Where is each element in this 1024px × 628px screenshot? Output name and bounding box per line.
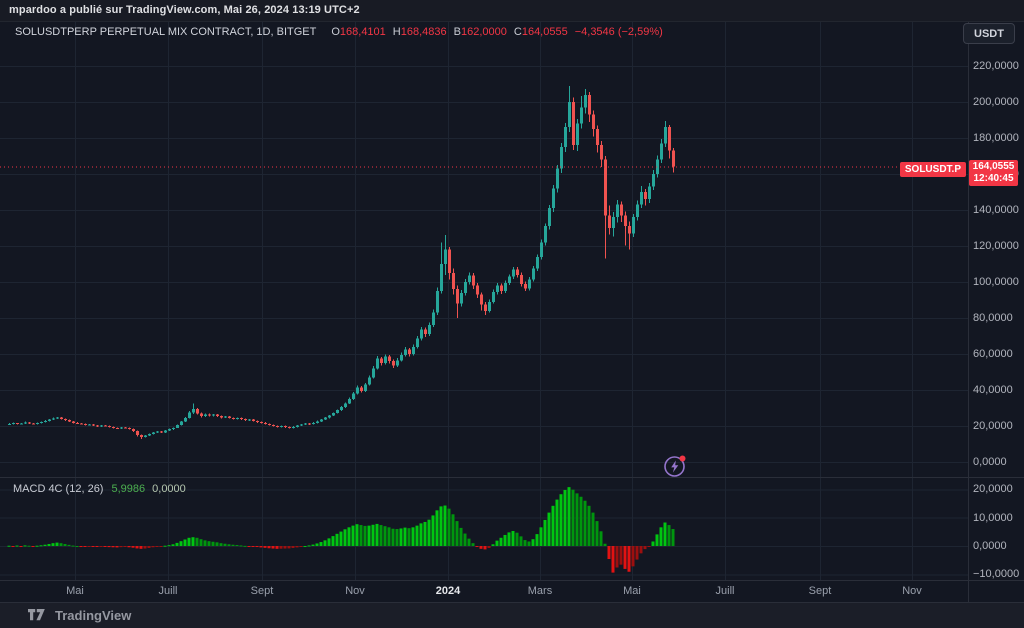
open-label: O	[331, 26, 340, 38]
last-price-value: 164,0555	[972, 161, 1015, 172]
footer-bar: TradingView	[0, 603, 1024, 628]
time-tick-label: Juill	[715, 585, 735, 597]
change-value: −4,3546 (−2,59%)	[574, 26, 663, 38]
macd-signal-value: 0,0000	[152, 483, 186, 495]
time-tick-label: Nov	[345, 585, 365, 597]
lightning-quick-trade-icon[interactable]	[663, 454, 687, 478]
last-price-axis-label: 164,0555 12:40:45	[969, 160, 1018, 186]
bar-countdown: 12:40:45	[973, 173, 1014, 184]
macd-legend: MACD 4C (12, 26) 5,9986 0,0000	[13, 483, 186, 495]
tradingview-brand-text: TradingView	[55, 608, 132, 623]
tradingview-logo-icon	[28, 608, 45, 620]
publication-text: mpardoo a publié sur TradingView.com, Ma…	[9, 4, 360, 16]
time-tick-label: Juill	[158, 585, 178, 597]
low-label: B	[453, 26, 461, 38]
tradingview-brand-link[interactable]: TradingView	[28, 608, 131, 623]
publication-bar: mpardoo a publié sur TradingView.com, Ma…	[0, 0, 1024, 22]
time-tick-label: Mai	[66, 585, 84, 597]
time-tick-label: Nov	[902, 585, 922, 597]
close-label: C	[513, 26, 522, 38]
macd-value: 5,9986	[111, 483, 146, 495]
open-value: 168,4101	[339, 26, 386, 38]
macd-title[interactable]: MACD 4C (12, 26)	[13, 483, 104, 495]
time-tick-label: Mars	[527, 585, 553, 597]
time-scale[interactable]: Mai Juill Sept Nov 2024 Mars Mai Juill Sept Nov	[0, 580, 968, 602]
time-tick-label: Sept	[808, 585, 832, 597]
close-value: 164,0555	[521, 26, 568, 38]
ticker-price-flag: SOLUSDT.P	[899, 162, 966, 177]
symbol-title[interactable]: SOLUSDTPERP PERPETUAL MIX CONTRACT, 1D, …	[15, 26, 317, 38]
currency-toggle-button[interactable]: USDT	[963, 23, 1015, 44]
time-tick-label: 2024	[435, 585, 461, 597]
high-value: 168,4836	[400, 26, 447, 38]
high-label: H	[392, 26, 401, 38]
low-value: 162,0000	[460, 26, 507, 38]
time-tick-label: Mai	[623, 585, 641, 597]
symbol-legend: SOLUSDTPERP PERPETUAL MIX CONTRACT, 1D, …	[15, 26, 663, 38]
time-tick-label: Sept	[250, 585, 274, 597]
